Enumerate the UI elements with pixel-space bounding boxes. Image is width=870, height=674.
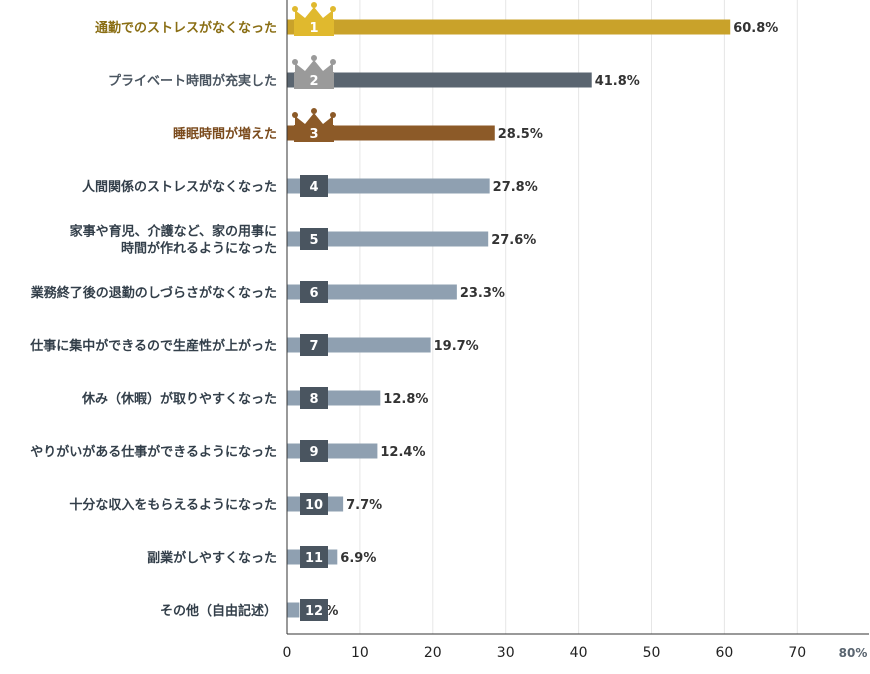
rank-badge [300,281,328,303]
rank-number: 7 [309,339,318,354]
rank-badge [300,387,328,409]
x-tick-label: 30 [497,645,515,661]
rank-badge [300,228,328,250]
rank-number: 6 [309,286,318,301]
x-tick-label: 20 [424,645,442,661]
bar [287,72,592,88]
x-tick-label: 70 [788,645,806,661]
category-label: 通勤でのストレスがなくなった [95,20,277,36]
category-label: 十分な収入をもらえるようになった [69,497,277,513]
crown-jewel [311,2,317,8]
bar [287,231,489,247]
category-label: 時間が作れるようになった [121,241,277,257]
crown-jewel [311,55,317,61]
bars: 60.8% 1 41.8% 2 28.5% 3 27.8% 4 27.6% 5 23.3% 6 19.7… [287,2,778,621]
value-label: 60.8% [733,21,778,36]
crown-jewel [311,108,317,114]
category-label: やりがいがある仕事ができるようになった [30,444,277,460]
x-tick-label: 0 [283,645,292,661]
rank-number: 10 [305,498,323,513]
category-label: 家事や育児、介護など、家の用事に [70,224,277,240]
rank-number: 3 [309,127,318,142]
x-tick-label: 10 [351,645,369,661]
category-label: 休み（休暇）が取りやすくなった [81,391,277,407]
rank-number: 5 [309,233,318,248]
bar [287,19,731,35]
rank-badge [300,334,328,356]
category-label: その他（自由記述） [160,603,277,619]
bar [287,125,495,141]
grid-lines [359,0,798,634]
value-label: 6.9% [340,551,376,566]
value-label: 27.8% [493,180,538,195]
x-tick-label: 60 [715,645,733,661]
category-label: プライベート時間が充実した [108,73,277,89]
rank-number: 8 [309,392,318,407]
crown-jewel [292,59,298,65]
rank-badge [300,599,328,621]
rank-badge [300,493,328,515]
category-label: 業務終了後の退勤のしづらさがなくなった [30,285,277,301]
crown-jewel [292,112,298,118]
value-label: 12.8% [383,392,428,407]
rank-number: 1 [309,21,318,36]
x-tick-label: 40 [570,645,588,661]
rank-number: 11 [305,551,323,566]
rank-badge [300,440,328,462]
rank-badge [294,19,334,36]
x-tick-label: 50 [643,645,661,661]
rank-badge [294,125,334,142]
crown-jewel [330,6,336,12]
x-unit-label: 80% [839,646,868,660]
value-label: 41.8% [595,74,640,89]
value-label: 23.3% [460,286,505,301]
rank-number: 4 [309,180,318,195]
bar [287,284,457,300]
rank-badge [300,546,328,568]
value-label: 7.7% [346,498,382,513]
category-labels: 通勤でのストレスがなくなったプライベート時間が充実した睡眠時間が増えた人間関係の… [29,20,277,619]
value-label: 19.7% [434,339,479,354]
bar [287,602,300,618]
category-label: 仕事に集中ができるので生産性が上がった [29,338,277,354]
bar [287,178,490,194]
rank-number: 9 [309,445,318,460]
crown-jewel [330,112,336,118]
rank-badge [300,175,328,197]
value-label: 27.6% [491,233,536,248]
category-label: 人間関係のストレスがなくなった [82,179,277,195]
rank-number: 12 [305,604,323,619]
value-label: 12.4% [380,445,425,460]
value-label: 28.5% [498,127,543,142]
crown-jewel [330,59,336,65]
rank-number: 2 [309,74,318,89]
axes: 0 10 20 30 40 50 60 70 80% [283,0,869,661]
category-label: 副業がしやすくなった [147,550,277,566]
category-label: 睡眠時間が増えた [173,126,277,142]
rank-badge [294,72,334,89]
crown-jewel [292,6,298,12]
